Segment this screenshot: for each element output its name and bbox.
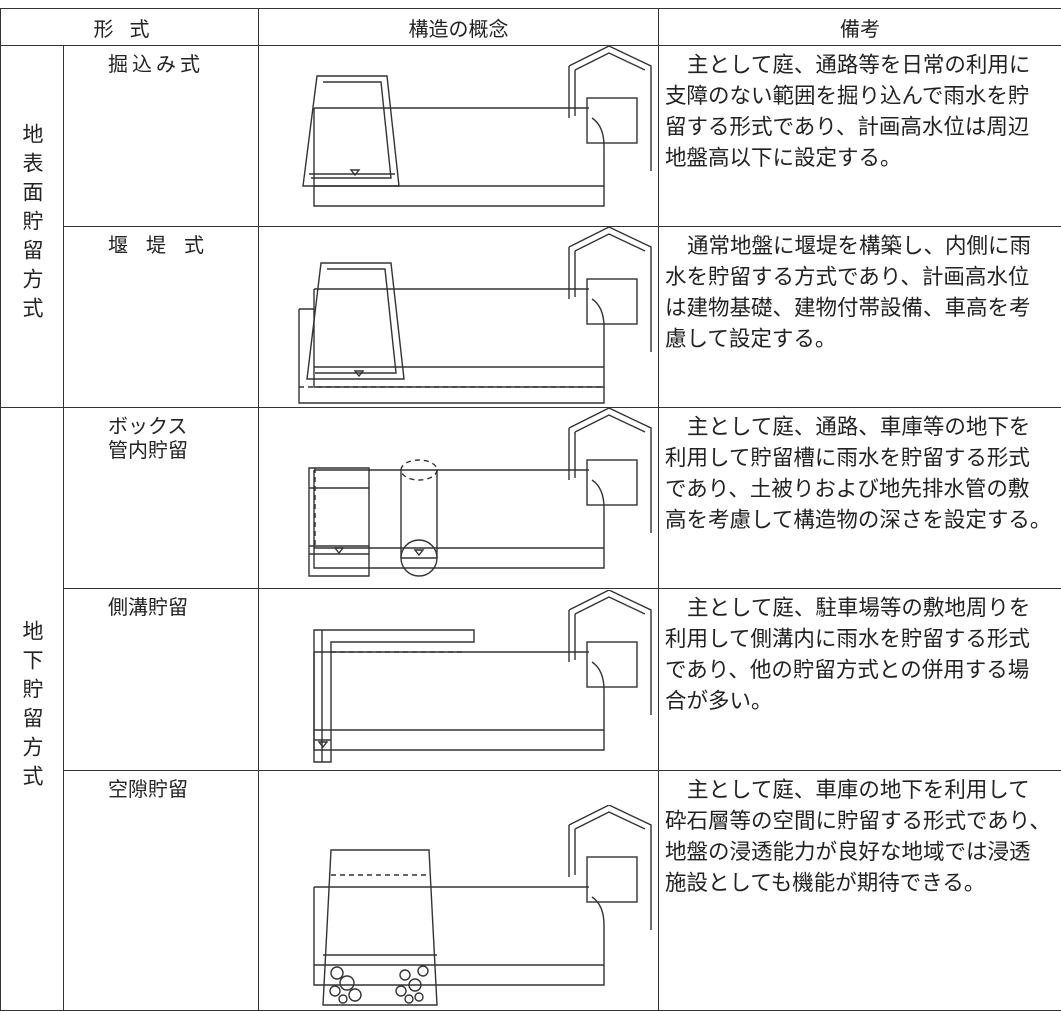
diagram-cell — [259, 589, 659, 771]
type-cell: 側溝貯留 — [64, 589, 259, 771]
drawing-path — [299, 309, 604, 403]
remarks-line: 支障のない範囲を掘り込んで雨水を貯 — [665, 81, 1059, 112]
drawing-g — [314, 887, 604, 985]
diagram — [259, 46, 659, 226]
drawing-circle — [339, 995, 347, 1003]
group-cell: 地表面貯留方式 — [1, 46, 64, 408]
group-label: 地下貯留方式 — [17, 620, 47, 794]
remarks-cell: 主として庭、車庫の地下を利用して砕石層等の空間に貯留する形式であり、地盤の浸透能… — [659, 771, 1061, 1011]
row: 堰堤式 通常地盤に堰堤を構築し、内側に雨水を貯留する方式であり、計画高水位は建物… — [1, 227, 1061, 408]
diagram-cell — [259, 227, 659, 408]
group-label: 地表面貯留方式 — [17, 123, 47, 326]
remarks-line: は建物基礎、建物付帯設備、車高を考 — [665, 293, 1059, 324]
type-label: 空隙貯留 — [108, 777, 258, 801]
type-cell: 堰堤式 — [64, 227, 259, 408]
remarks-line: 地盤の浸透能力が良好な地域では浸透 — [665, 837, 1059, 868]
diagram — [259, 590, 659, 770]
drawing-circle — [400, 970, 410, 980]
diagram — [259, 805, 659, 1010]
drawing-circle — [418, 966, 428, 976]
drawing-circle — [405, 995, 413, 1003]
type-cell: 空隙貯留 — [64, 771, 259, 1011]
type-label: ボックス — [108, 414, 258, 438]
type-label: 掘込み式 — [108, 52, 258, 76]
drawing-use — [569, 805, 651, 930]
remarks-line: であり、土被りおよび地先排水管の敷 — [665, 474, 1059, 505]
drawing-circle — [340, 976, 354, 990]
diagram — [259, 408, 659, 588]
diagram-cell — [259, 408, 659, 589]
remarks-line: 通常地盤に堰堤を構築し、内側に雨 — [665, 231, 1059, 262]
remarks-line: 主として庭、通路等を日常の利用に — [665, 50, 1059, 81]
drawing-use — [335, 548, 343, 553]
drawing-circle — [330, 986, 340, 996]
remarks-line: 慮して設定する。 — [665, 324, 1059, 355]
drawing-use — [319, 742, 327, 747]
remarks-line: 砕石層等の空間に貯留する形式であり、 — [665, 806, 1059, 837]
remarks-line: 高を考慮して構造物の深さを設定する。 — [665, 505, 1059, 536]
drawing-use — [415, 550, 423, 555]
header-cell: 構造の概念 — [259, 9, 659, 46]
drawing-path — [309, 468, 369, 576]
type-label: 管内貯留 — [108, 438, 258, 462]
header-cell: 形式 — [1, 9, 259, 46]
group-cell: 地下貯留方式 — [1, 408, 64, 1011]
page: 形式 構造の概念 備考 地表面貯留方式 掘込み式 主として庭、通路等を日常の利用… — [0, 0, 1061, 989]
remarks-line: 地盤高以下に設定する。 — [665, 143, 1059, 174]
remarks-line: 合が多い。 — [665, 686, 1059, 717]
drawing-circle — [331, 967, 343, 979]
drawing-path — [314, 630, 474, 762]
type-cell: ボックス管内貯留 — [64, 408, 259, 589]
drawing-use — [314, 470, 604, 568]
drawing-circle — [396, 986, 406, 996]
type-cell: 掘込み式 — [64, 46, 259, 227]
remarks-cell: 主として庭、通路、車庫等の地下を利用して貯留槽に雨水を貯留する形式であり、土被り… — [659, 408, 1061, 589]
row: 空隙貯留 主として庭、車庫の地下を利用して砕石層等の空間に貯留する形式であり、地… — [1, 771, 1061, 1011]
remarks-cell: 通常地盤に堰堤を構築し、内側に雨水を貯留する方式であり、計画高水位は建物基礎、建… — [659, 227, 1061, 408]
remarks-line: 利用して側溝内に雨水を貯留する形式 — [665, 624, 1059, 655]
remarks-line: 利用して貯留槽に雨水を貯留する形式 — [665, 443, 1059, 474]
row: 地下貯留方式 ボックス管内貯留 主として庭、通路、車庫等の地下を利用して貯留槽に… — [1, 408, 1061, 589]
header-cell: 備考 — [659, 9, 1061, 46]
drawing-use — [314, 652, 604, 750]
type-label: 堰堤式 — [108, 233, 258, 257]
row: 地表面貯留方式 掘込み式 主として庭、通路等を日常の利用に支障のない範囲を掘り込… — [1, 46, 1061, 227]
row: 側溝貯留 主として庭、駐車場等の敷地周りを利用して側溝内に雨水を貯留する形式であ… — [1, 589, 1061, 771]
drawing-use — [314, 887, 604, 985]
drawing-circle — [349, 989, 361, 1001]
drawing-path — [307, 263, 404, 379]
remarks-line: 施設としても機能が期待できる。 — [665, 868, 1059, 899]
diagram — [259, 227, 659, 407]
drawing-circle — [415, 993, 423, 1001]
remarks-line: 主として庭、通路、車庫等の地下を — [665, 412, 1059, 443]
remarks-cell: 主として庭、通路等を日常の利用に支障のない範囲を掘り込んで雨水を貯留する形式であ… — [659, 46, 1061, 227]
remarks-cell: 主として庭、駐車場等の敷地周りを利用して側溝内に雨水を貯留する形式であり、他の貯… — [659, 589, 1061, 771]
drawing-use — [314, 108, 604, 206]
remarks-line: 主として庭、車庫の地下を利用して — [665, 775, 1059, 806]
drawing-use — [314, 289, 604, 387]
diagram-cell — [259, 46, 659, 227]
remarks-line: 主として庭、駐車場等の敷地周りを — [665, 593, 1059, 624]
header-row: 形式 構造の概念 備考 — [1, 9, 1061, 46]
remarks-line: 水を貯留する方式であり、計画高水位 — [665, 262, 1059, 293]
diagram-cell — [259, 771, 659, 1011]
type-label: 側溝貯留 — [108, 595, 258, 619]
table: 形式 構造の概念 備考 地表面貯留方式 掘込み式 主として庭、通路等を日常の利用… — [0, 8, 1061, 1011]
remarks-line: 留する形式であり、計画高水位は周辺 — [665, 112, 1059, 143]
remarks-line: であり、他の貯留方式との併用する場 — [665, 655, 1059, 686]
